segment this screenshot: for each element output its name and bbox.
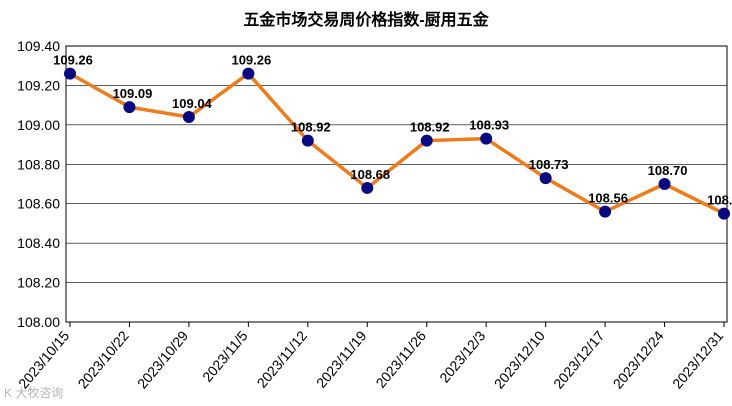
x-tick-label: 2023/11/26 [372,327,429,390]
series-line [69,71,725,216]
data-label: 109.04 [172,96,213,111]
y-tick-label: 109.20 [17,77,60,93]
y-tick-label: 109.40 [17,38,60,54]
x-tick-label: 2023/12/24 [610,327,667,391]
y-tick-label: 108.80 [17,156,60,172]
data-point [64,67,76,80]
y-tick-label: 108.00 [17,314,60,330]
data-label: 108.92 [291,120,331,135]
data-point [301,134,314,147]
data-point [658,178,671,190]
y-tick-label: 108.60 [17,196,60,212]
data-point [361,181,374,194]
x-tick-label: 2023/12/10 [491,327,548,391]
y-tick-label: 109.00 [17,117,60,133]
data-point [480,132,493,145]
data-point [718,207,730,220]
x-tick-label: 2023/12/17 [550,327,607,391]
x-tick-label: 2023/12/31 [669,327,726,391]
data-point [599,205,612,218]
x-tick-label: 2023/11/12 [253,327,310,390]
plot-border [65,45,728,323]
x-tick-label: 2023/10/15 [15,327,72,391]
data-point [182,110,195,123]
x-tick-label: 2023/10/22 [74,327,131,391]
data-label: 108.68 [350,167,390,182]
data-label: 108.73 [529,157,569,172]
data-point [420,134,433,147]
x-tick-label: 2023/11/5 [199,327,251,384]
data-label: 108.70 [648,163,688,178]
x-tick-label: 2023/12/3 [436,327,488,385]
chart-title: 五金市场交易周价格指数-厨用五金 [243,12,489,29]
data-point [539,172,552,185]
data-label: 108.93 [469,118,509,133]
data-label: 109.26 [231,53,271,68]
x-tick-label: 2023/11/19 [313,327,370,390]
watermark: K 大牧咨询 [4,386,64,400]
data-label: 108.92 [410,120,450,135]
y-tick-label: 108.40 [17,235,60,251]
data-point [242,67,255,80]
data-point [123,101,136,114]
data-label: 108.55 [707,193,732,208]
data-label: 109.26 [53,53,93,68]
data-label: 109.09 [113,86,153,101]
x-tick-label: 2023/10/29 [134,327,191,391]
y-tick-label: 108.20 [17,275,60,291]
data-label: 108.56 [588,191,628,206]
